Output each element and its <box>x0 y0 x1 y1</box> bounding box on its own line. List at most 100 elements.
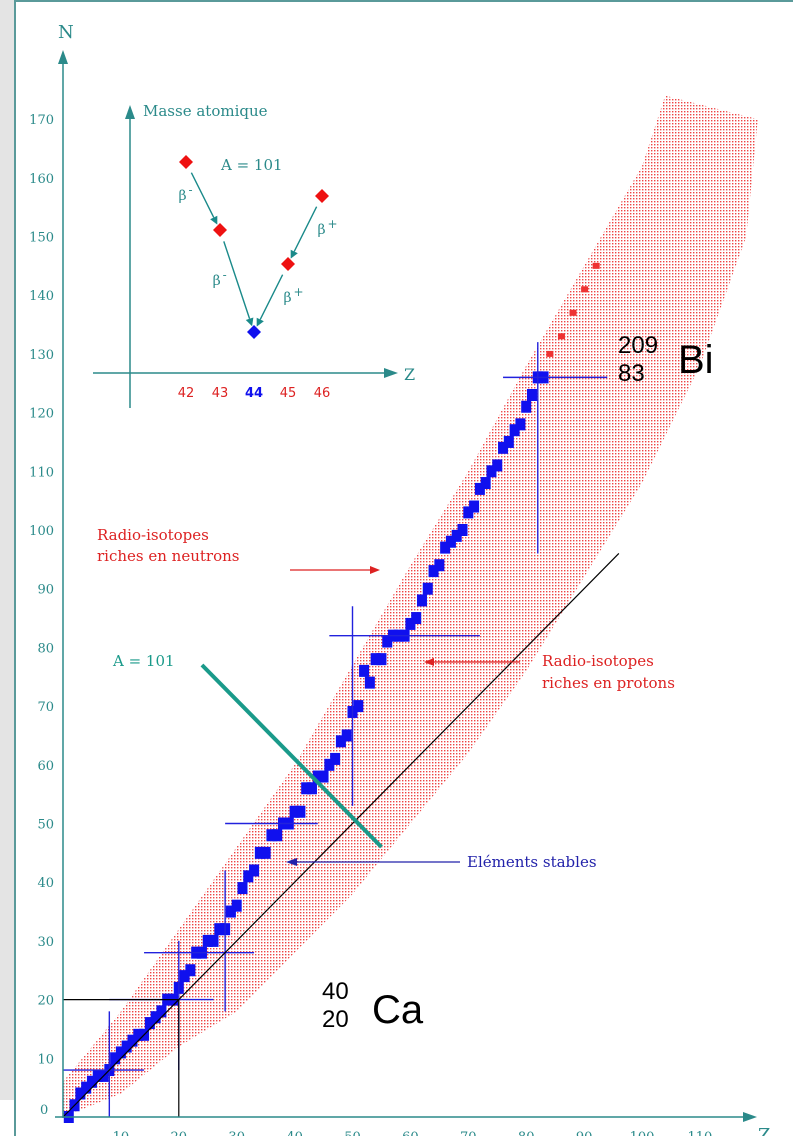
annot-proton-arrowhead <box>424 658 434 666</box>
y-tick-20: 20 <box>37 994 54 1009</box>
nuclide-atomic-bi: 83 <box>618 360 645 387</box>
stable-point-35 <box>266 829 277 842</box>
annot-proton-line1: Radio-isotopes <box>542 652 654 670</box>
stable-point-70 <box>469 500 480 513</box>
stable-point-45 <box>324 758 335 771</box>
y-tick-10: 10 <box>37 1052 54 1067</box>
stable-point-4 <box>86 1075 97 1088</box>
x-tick-20: 20 <box>171 1130 188 1136</box>
inset-decay-sign-3: + <box>293 285 303 299</box>
y-tick-100: 100 <box>29 524 54 539</box>
inset-nuclide-46 <box>315 189 329 203</box>
stable-point-39 <box>289 805 300 818</box>
annot-stable: Eléments stables <box>467 853 597 871</box>
stable-point-32 <box>249 864 260 877</box>
inset-nuclide-45 <box>281 257 295 271</box>
inset-decay-arrow-2 <box>293 206 318 252</box>
radio-band-area <box>63 95 758 1118</box>
stable-point-54 <box>376 653 387 666</box>
annot-proton-line2: riches en protons <box>542 674 675 692</box>
inset-x-label: Z <box>404 365 415 384</box>
nuclide-label-ca: 40 20 Ca <box>320 976 450 1056</box>
x-tick-30: 30 <box>228 1130 245 1136</box>
stable-point-15 <box>150 1011 161 1024</box>
annot-isobar: A = 101 <box>112 652 175 670</box>
inset-z-tick-44: 44 <box>245 386 263 401</box>
inset-nuclide-43 <box>213 223 227 237</box>
stable-point-62 <box>422 582 433 595</box>
inset-decay-sign-1: - <box>223 268 227 282</box>
stable-point-41 <box>301 782 312 795</box>
stable-point-55 <box>382 635 393 648</box>
inset-decay-label-1: β <box>213 273 221 289</box>
nuclide-symbol-ca: Ca <box>372 988 424 1032</box>
inset-decay-label-0: β <box>179 188 187 204</box>
inset-title: Masse atomique <box>143 102 268 120</box>
stable-point-71 <box>474 482 485 495</box>
y-tick-120: 120 <box>29 407 54 422</box>
stable-point-8 <box>110 1052 121 1065</box>
x-tick-100: 100 <box>630 1130 655 1136</box>
frame-notch <box>0 1100 14 1136</box>
stable-point-30 <box>237 882 248 895</box>
nuclide-atomic-ca: 20 <box>322 1006 349 1033</box>
stable-point-64 <box>434 559 445 572</box>
inset-decay-head-3 <box>256 317 264 327</box>
x-axis-arrowhead <box>743 1112 757 1122</box>
stable-point-65 <box>440 541 451 554</box>
stable-point-51 <box>359 664 370 677</box>
y-tick-150: 150 <box>29 231 54 246</box>
stable-point-33 <box>254 846 265 859</box>
y-tick-130: 130 <box>29 348 54 363</box>
y-tick-30: 30 <box>37 935 54 950</box>
stable-point-12 <box>133 1028 144 1041</box>
heavy-point-2 <box>569 309 577 316</box>
stable-point-16 <box>156 1005 167 1018</box>
inset-nuclide-42 <box>179 155 193 169</box>
y-tick-labels: 10 20 30 40 50 60 70 80 90 100 110 120 130 140 150 160 1… <box>29 113 54 1067</box>
inset-decay-arrow-3 <box>259 274 284 320</box>
x-tick-10: 10 <box>113 1130 130 1136</box>
inset-z-tick-45: 45 <box>280 386 297 401</box>
y-tick-60: 60 <box>37 759 54 774</box>
stable-point-29 <box>231 899 242 912</box>
inset-z-tick-46: 46 <box>314 386 331 401</box>
stable-point-46 <box>330 752 341 765</box>
stable-point-31 <box>243 870 254 883</box>
inset-z-tick-42: 42 <box>178 386 195 401</box>
inset-z-tick-43: 43 <box>212 386 229 401</box>
stable-point-36 <box>272 829 283 842</box>
ref-line-0 <box>62 553 620 1118</box>
stable-point-63 <box>428 565 439 578</box>
stable-point-43 <box>312 770 323 783</box>
inset-decay-label-3: β <box>283 290 291 306</box>
nuclide-mass-bi: 209 <box>618 332 659 359</box>
annot-neutron-arrowhead <box>370 566 380 574</box>
reference-lines <box>62 553 620 1118</box>
annot-neutron-line1: Radio-isotopes <box>97 526 209 544</box>
inset-decay-head-0 <box>210 215 218 225</box>
y-tick-140: 140 <box>29 289 54 304</box>
stable-point-66 <box>445 535 456 548</box>
stable-point-77 <box>509 424 520 437</box>
stable-point-20 <box>179 970 190 983</box>
inset-decay-arrow-0 <box>190 172 215 218</box>
stable-point-76 <box>503 435 514 448</box>
nuclide-label-bi: 209 83 Bi <box>612 330 732 410</box>
stable-point-11 <box>127 1034 138 1047</box>
stable-point-50 <box>353 700 364 713</box>
heavy-point-3 <box>581 286 589 293</box>
stable-point-42 <box>306 782 317 795</box>
stable-point-79 <box>521 400 532 413</box>
radio-isotope-band <box>63 95 758 1118</box>
y-tick-40: 40 <box>37 876 54 891</box>
stable-point-25 <box>208 934 219 947</box>
x-tick-110: 110 <box>687 1130 712 1136</box>
x-tick-70: 70 <box>460 1130 477 1136</box>
annot-neutron-line2: riches en neutrons <box>97 547 239 565</box>
stable-point-72 <box>480 477 491 490</box>
stable-point-9 <box>115 1046 126 1059</box>
stable-point-40 <box>295 805 306 818</box>
inset-nuclide-44 <box>247 325 261 339</box>
y-tick-160: 160 <box>29 172 54 187</box>
